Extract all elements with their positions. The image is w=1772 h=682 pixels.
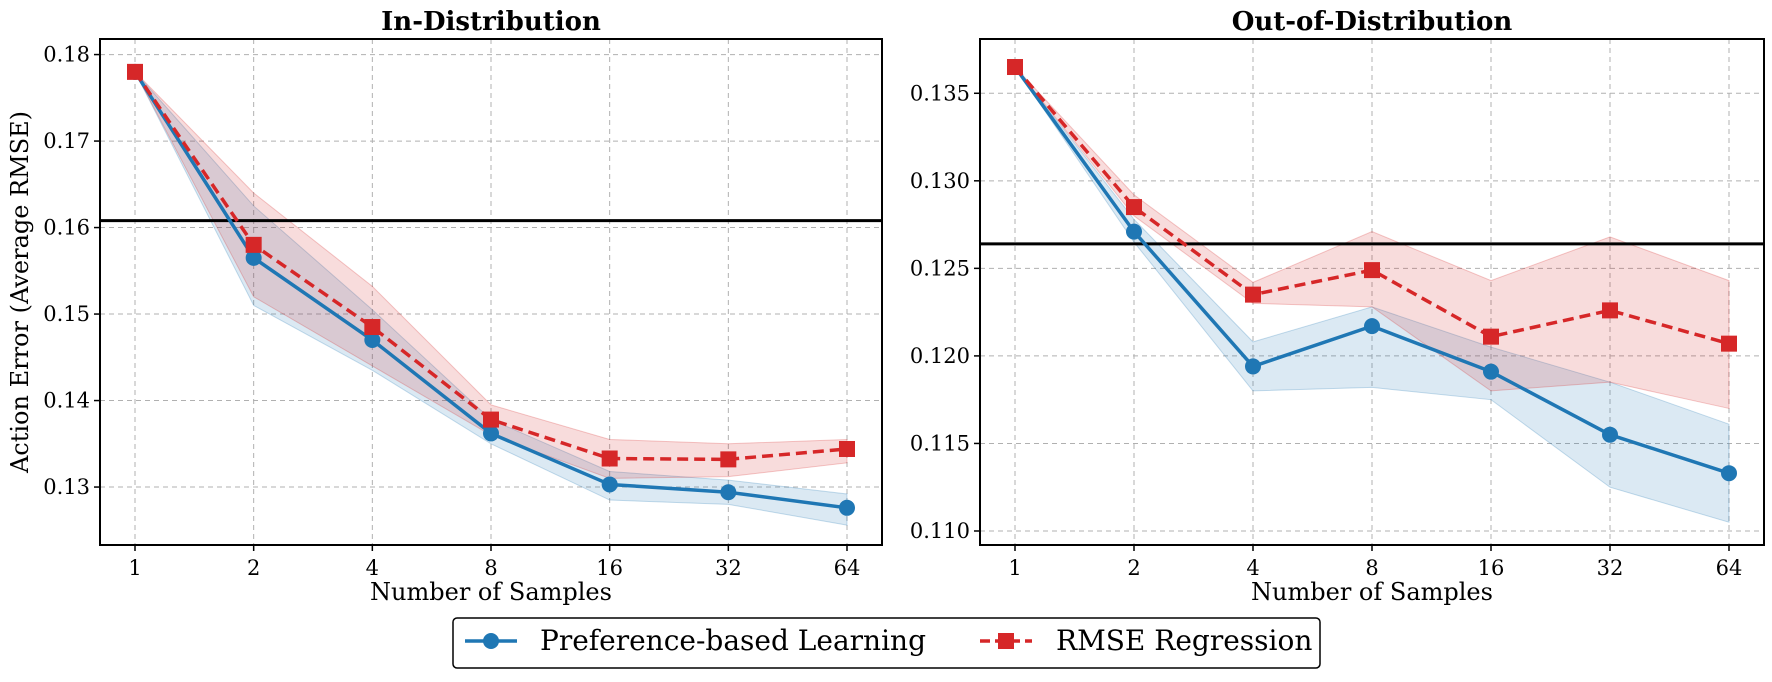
y-tick-label: 0.15: [43, 302, 90, 326]
data-point: [1245, 286, 1261, 303]
data-point: [1721, 465, 1737, 482]
y-tick-label: 0.125: [910, 256, 970, 280]
x-tick-label: 4: [366, 556, 379, 580]
y-tick-label: 0.13: [43, 475, 90, 499]
x-tick-label: 8: [484, 556, 497, 580]
data-point: [483, 411, 499, 428]
legend-label-rmse: RMSE Regression: [1056, 624, 1312, 657]
data-point: [1483, 328, 1499, 345]
x-tick-label: 32: [715, 556, 742, 580]
data-point: [1364, 262, 1380, 279]
data-point: [364, 332, 381, 349]
x-tick-label: 16: [1478, 556, 1505, 580]
data-point: [720, 451, 737, 468]
y-tick-label: 0.14: [43, 389, 90, 413]
data-point: [601, 476, 618, 493]
y-tick-label: 0.16: [43, 216, 90, 240]
x-tick-label: 1: [128, 556, 141, 580]
data-point: [1126, 199, 1142, 216]
data-point: [127, 63, 143, 80]
y-tick-label: 0.115: [910, 431, 970, 455]
data-point: [245, 249, 262, 266]
data-point: [720, 484, 737, 501]
data-point: [1364, 318, 1380, 335]
data-point: [1126, 223, 1142, 240]
data-point: [1483, 363, 1499, 380]
legend: Preference-based Learning RMSE Regressio…: [452, 617, 1321, 669]
data-point: [1007, 59, 1023, 76]
y-axis-label: Action Error (Average RMSE): [6, 111, 34, 474]
y-tick-label: 0.120: [910, 344, 970, 368]
chart-out-of-distribution: 1 2 4 8 16 32 64 0.110 0.115 0.120 0.125 0.130 0.135…: [910, 7, 1765, 606]
x-tick-label: 16: [596, 556, 623, 580]
x-axis-label: Number of Samples: [370, 578, 612, 606]
y-tick-label: 0.17: [43, 129, 90, 153]
y-tick-label: 0.135: [910, 81, 970, 105]
x-tick-label: 4: [1246, 556, 1259, 580]
y-tick-label: 0.18: [43, 43, 90, 67]
data-point: [245, 236, 262, 253]
x-tick-label: 2: [1127, 556, 1140, 580]
data-point: [839, 440, 855, 457]
data-point: [1602, 302, 1618, 319]
x-tick-label: 32: [1597, 556, 1624, 580]
data-point: [483, 425, 499, 442]
data-point: [364, 319, 381, 336]
y-tick-label: 0.110: [910, 519, 970, 543]
legend-marker-rmse: [998, 633, 1014, 649]
x-tick-label: 8: [1365, 556, 1378, 580]
chart-title: Out-of-Distribution: [1232, 7, 1513, 37]
data-point: [839, 499, 855, 516]
data-point: [601, 450, 618, 467]
x-tick-label: 2: [247, 556, 260, 580]
legend-frame: [452, 617, 1321, 669]
data-point: [1245, 358, 1261, 375]
data-point: [1721, 335, 1737, 352]
chart-title: In-Distribution: [381, 7, 601, 37]
legend-marker-preference: [483, 633, 499, 649]
x-tick-label: 64: [1716, 556, 1743, 580]
chart-in-distribution: 1 2 4 8 16 32 64 0.13 0.14 0.15 0.16 0.17 0.18 In-Dis…: [6, 7, 883, 606]
data-point: [1602, 426, 1618, 443]
legend-label-preference: Preference-based Learning: [540, 624, 926, 657]
x-tick-label: 1: [1008, 556, 1021, 580]
y-tick-label: 0.130: [910, 169, 970, 193]
x-axis-label: Number of Samples: [1251, 578, 1493, 606]
x-tick-label: 64: [834, 556, 861, 580]
